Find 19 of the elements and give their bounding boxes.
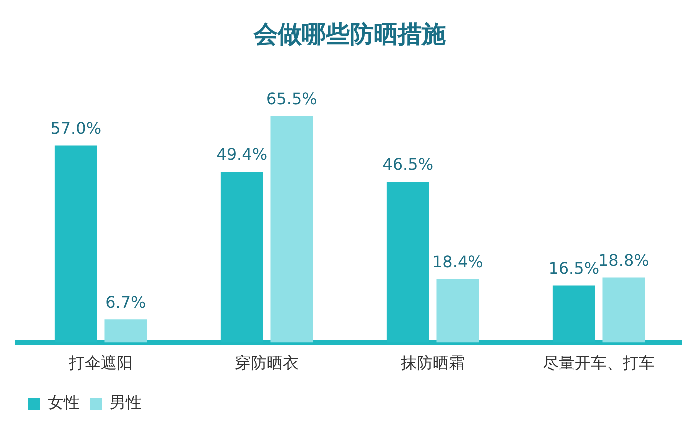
bar xyxy=(104,320,148,343)
legend-label: 女性 xyxy=(48,393,80,412)
bar xyxy=(602,278,646,343)
chart-title: 会做哪些防晒措施 xyxy=(253,20,446,49)
data-label: 49.4% xyxy=(216,145,268,164)
x-tick-label: 抹防晒霜 xyxy=(401,354,465,373)
x-tick-label: 尽量开车、打车 xyxy=(543,354,655,373)
bar xyxy=(270,116,314,343)
data-label: 18.8% xyxy=(598,250,650,270)
data-label: 46.5% xyxy=(382,155,434,174)
data-label: 6.7% xyxy=(106,292,146,312)
x-tick-label: 打伞遮阳 xyxy=(68,354,133,373)
bar xyxy=(436,279,480,343)
data-label: 65.5% xyxy=(266,90,318,109)
x-tick-label: 穿防晒衣 xyxy=(235,354,299,373)
legend-label: 男性 xyxy=(110,393,142,412)
data-label: 16.5% xyxy=(548,258,600,278)
data-label: 57.0% xyxy=(50,118,102,138)
data-label: 18.4% xyxy=(432,252,484,272)
